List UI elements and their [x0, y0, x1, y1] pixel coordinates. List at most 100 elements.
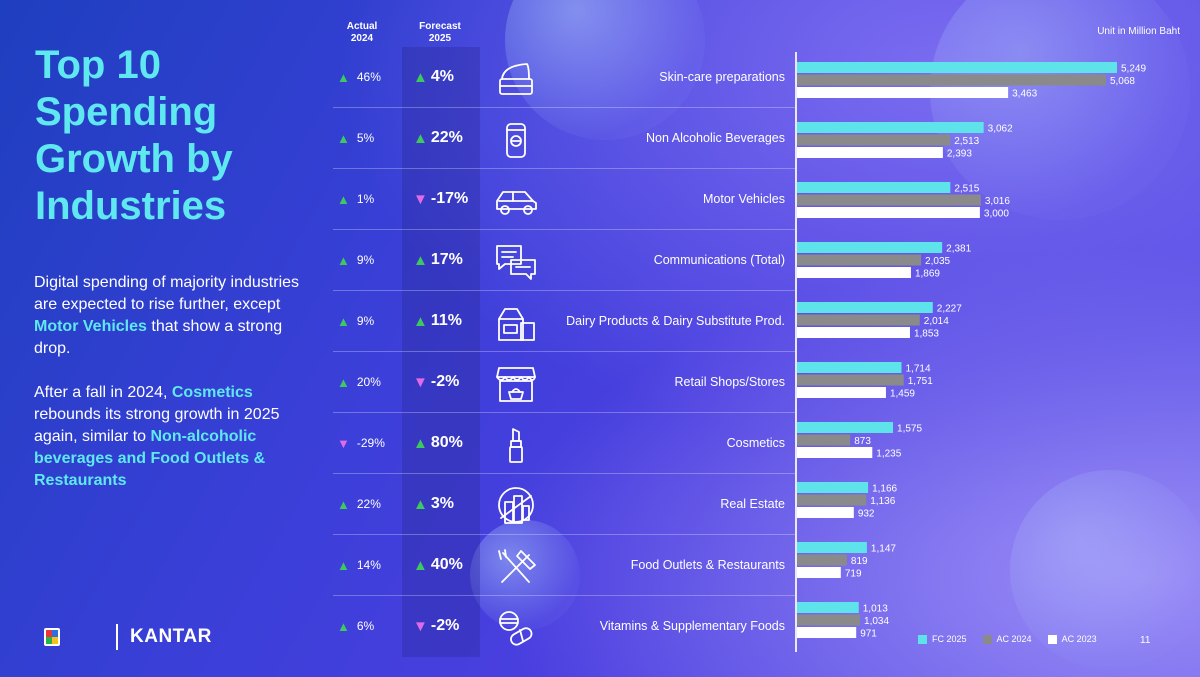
- category-label: Skin-care preparations: [659, 70, 785, 84]
- bar-data-label: 971: [860, 629, 877, 640]
- actual-2024-cell: ▲ 22%: [337, 474, 403, 534]
- actual-2024-value: 22%: [356, 497, 381, 511]
- bar-data-label: 3,463: [1012, 89, 1037, 100]
- bar-data-label: 1,714: [905, 364, 930, 375]
- legend-label: AC 2023: [1061, 634, 1097, 644]
- actual-2024-cell: ▲ 14%: [337, 535, 403, 595]
- industry-row: ▲ 22% ▲ 3% Real Estate: [333, 474, 795, 535]
- forecast-2025-cell: ▲ 4%: [413, 47, 483, 107]
- bar-ac-2024: [797, 134, 951, 146]
- forecast-2025-value: 11%: [430, 312, 462, 329]
- bar-data-label: 1,147: [871, 544, 896, 555]
- bar-fc-2025: [797, 422, 894, 433]
- bar-ac-2024: [797, 194, 981, 206]
- description-text: that show a strong drop.: [34, 318, 283, 357]
- actual-2024-cell: ▲ 20%: [337, 352, 403, 412]
- forecast-2025-value: 3%: [430, 495, 454, 512]
- legend-label: FC 2025: [932, 634, 967, 644]
- cream-jar-icon: [491, 57, 541, 99]
- legend-label: AC 2024: [996, 634, 1032, 644]
- forecast-column-band: [402, 47, 480, 657]
- forecast-2025-value: 4%: [430, 68, 454, 85]
- forecast-2025-value: -2%: [430, 617, 460, 634]
- category-label: Motor Vehicles: [703, 192, 785, 206]
- page-number: 11: [1140, 635, 1151, 646]
- bar-ac-2024: [797, 314, 920, 326]
- bar-ac-2023: [797, 447, 873, 458]
- industry-row: ▲ 14% ▲ 40% Food Outlets & Restaurants: [333, 535, 795, 596]
- actual-2024-value: 9%: [356, 253, 375, 267]
- chat-bubbles-icon: [491, 240, 541, 282]
- actual-2024-cell: ▲ 1%: [337, 169, 403, 229]
- actual-2024-cell: ▲ 9%: [337, 291, 403, 351]
- arrow-down-icon: ▼: [413, 190, 428, 208]
- bar-data-label: 5,068: [1110, 76, 1135, 87]
- category-label: Retail Shops/Stores: [674, 375, 785, 389]
- bar-ac-2023: [797, 87, 1009, 98]
- bar-data-label: 1,869: [915, 269, 940, 280]
- bar-ac-2024: [797, 614, 861, 626]
- industry-row: ▲ 9% ▲ 11% Dairy Products & Dairy Substitute…: [333, 291, 795, 352]
- bar-ac-2024: [797, 374, 904, 386]
- fork-knife-icon: [491, 545, 541, 587]
- digital-advertising-logo-mark: [44, 628, 60, 646]
- category-label: Cosmetics: [726, 436, 785, 450]
- bar-ac-2023: [797, 627, 857, 638]
- column-header-line: 2024: [350, 33, 374, 44]
- forecast-2025-cell: ▼ -17%: [413, 169, 483, 229]
- bar-ac-2023: [797, 327, 910, 338]
- arrow-up-icon: ▲: [413, 556, 428, 574]
- actual-2024-value: 14%: [356, 558, 381, 572]
- actual-2024-value: 9%: [356, 314, 375, 328]
- description-paragraph-2: After a fall in 2024, Cosmetics rebounds…: [34, 382, 304, 492]
- industry-row: ▲ 1% ▼ -17% Motor Vehicles: [333, 169, 795, 230]
- column-header-line: Forecast: [419, 21, 461, 32]
- forecast-2025-value: 22%: [430, 129, 463, 146]
- bar-fc-2025: [797, 302, 933, 313]
- forecast-2025-value: -2%: [430, 373, 460, 390]
- bar-fc-2025: [797, 542, 867, 553]
- bar-fc-2025: [797, 602, 859, 613]
- bar-data-label: 873: [854, 436, 871, 447]
- bar-fc-2025: [797, 242, 943, 253]
- chart-axis-line: [795, 52, 797, 652]
- category-label: Real Estate: [720, 497, 785, 511]
- arrow-up-icon: ▲: [337, 252, 350, 268]
- actual-2024-value: 46%: [356, 70, 381, 84]
- bar-data-label: 1,235: [876, 449, 901, 460]
- digital-advertising-logo: [44, 625, 104, 649]
- buildings-icon: [491, 484, 541, 526]
- forecast-2025-cell: ▲ 3%: [413, 474, 483, 534]
- background-bubble: [930, 0, 1190, 220]
- arrow-up-icon: ▲: [413, 312, 428, 330]
- car-icon: [491, 179, 541, 221]
- arrow-up-icon: ▲: [337, 496, 350, 512]
- actual-2024-value: -29%: [356, 436, 385, 450]
- forecast-2025-cell: ▲ 17%: [413, 230, 483, 290]
- bar-fc-2025: [797, 62, 1117, 73]
- lipstick-icon: [491, 423, 541, 465]
- legend-swatch-ac2024: [982, 634, 992, 644]
- column-header-forecast-2025: Forecast 2025: [410, 21, 470, 45]
- bar-ac-2023: [797, 147, 943, 158]
- actual-2024-value: 5%: [356, 131, 375, 145]
- bar-data-label: 2,393: [947, 149, 972, 160]
- bar-ac-2024: [797, 554, 847, 566]
- forecast-2025-cell: ▲ 22%: [413, 108, 483, 168]
- background-bubble: [470, 520, 580, 630]
- forecast-2025-cell: ▼ -2%: [413, 352, 483, 412]
- industry-row: ▲ 6% ▼ -2% Vitamins & Supplementary Foods: [333, 596, 795, 656]
- bar-ac-2023: [797, 267, 911, 278]
- bar-ac-2024: [797, 494, 867, 506]
- kantar-logo: KANTAR: [130, 626, 212, 647]
- arrow-up-icon: ▲: [337, 374, 350, 390]
- bar-data-label: 2,035: [925, 256, 950, 267]
- forecast-2025-cell: ▲ 11%: [413, 291, 483, 351]
- actual-2024-cell: ▲ 5%: [337, 108, 403, 168]
- bar-data-label: 1,751: [908, 376, 933, 387]
- bar-ac-2023: [797, 567, 841, 578]
- milk-carton-icon: [491, 301, 541, 343]
- bar-data-label: 1,034: [864, 616, 889, 627]
